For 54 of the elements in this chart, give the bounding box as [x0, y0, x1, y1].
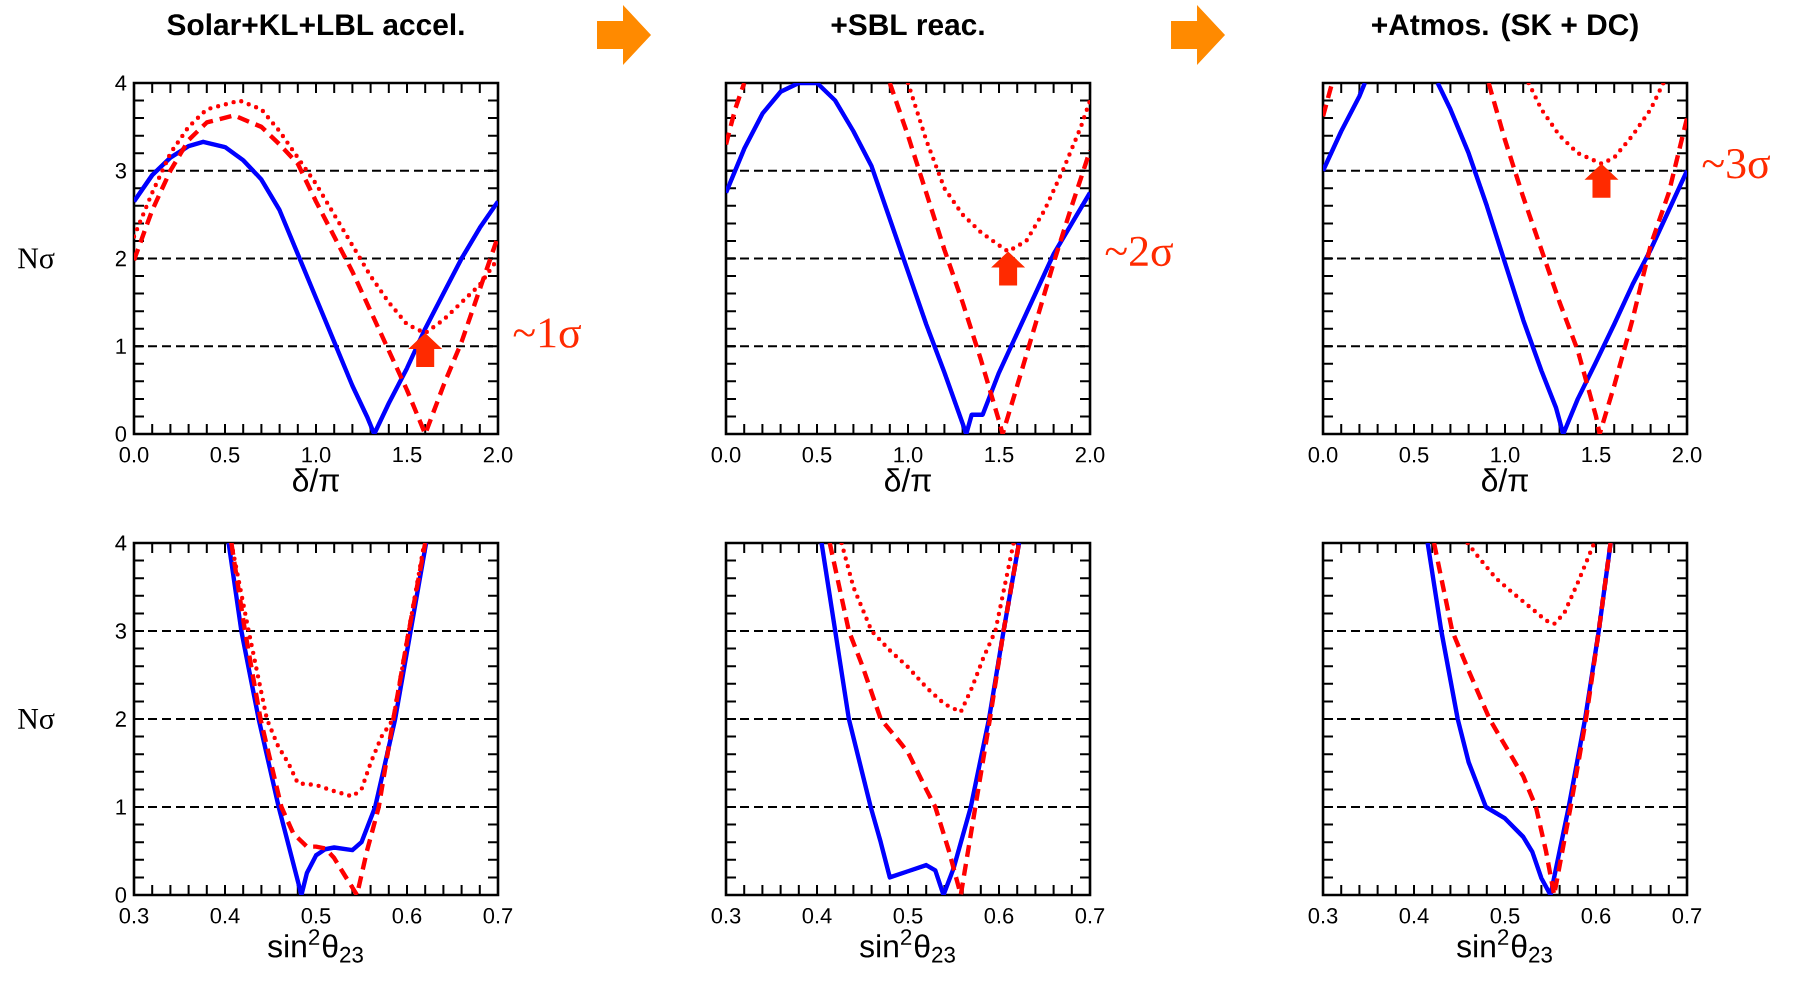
- x-tick-label: 0.3: [711, 908, 741, 924]
- annotation: ~1σ: [513, 318, 581, 348]
- x-tick-label: 0.6: [1581, 908, 1611, 924]
- y-axis-title: Nσ: [18, 248, 55, 269]
- x-tick-label: 0.0: [1308, 447, 1338, 463]
- y-axis-title: Nσ: [18, 709, 55, 729]
- x-tick-label: 1.5: [1582, 447, 1611, 463]
- y-tick-label: 1: [116, 338, 126, 354]
- x-tick-label: 0.4: [1399, 908, 1429, 924]
- x-tick-label: 0.0: [119, 447, 149, 463]
- x-tick-label: 0.5: [301, 908, 331, 924]
- x-tick-label: 0.3: [119, 908, 149, 924]
- x-tick-label: 0.6: [392, 908, 422, 924]
- x-axis-title: δ/π: [293, 468, 339, 492]
- x-axis-title: sin$^{2}$θ$_{23}$: [1457, 929, 1552, 963]
- chart-title: +SBL reac.: [831, 14, 984, 36]
- y-tick-label: 4: [115, 75, 127, 91]
- x-tick-label: 0.5: [1399, 447, 1429, 463]
- x-tick-label: 1.5: [393, 447, 422, 463]
- x-tick-label: 0.5: [210, 447, 240, 463]
- x-tick-label: 0.6: [984, 908, 1014, 924]
- y-tick-label: 3: [115, 163, 126, 179]
- x-tick-label: 1.0: [894, 447, 923, 463]
- x-tick-label: 0.7: [483, 908, 513, 924]
- x-axis-title: sin$^{2}$θ$_{23}$: [860, 929, 955, 963]
- x-tick-label: 0.5: [802, 447, 832, 463]
- chart-title: +Atmos. (SK + DC): [1372, 13, 1638, 42]
- x-tick-label: 0.3: [1308, 908, 1338, 924]
- x-tick-label: 1.0: [302, 447, 331, 463]
- y-tick-label: 3: [115, 623, 126, 639]
- x-tick-label: 0.5: [893, 908, 923, 924]
- annotation: ~3σ: [1702, 148, 1771, 179]
- y-tick-label: 2: [115, 711, 126, 727]
- x-tick-label: 2.0: [1672, 447, 1702, 463]
- y-tick-label: 4: [115, 535, 127, 551]
- y-tick-label: 1: [116, 799, 126, 815]
- x-tick-label: 0.4: [802, 908, 832, 924]
- x-axis-title: δ/π: [1482, 468, 1528, 492]
- x-tick-label: 2.0: [483, 447, 513, 463]
- x-axis-title: sin$^{2}$θ$_{23}$: [268, 929, 363, 963]
- x-tick-label: 2.0: [1075, 447, 1105, 463]
- x-tick-label: 1.0: [1491, 447, 1520, 463]
- y-tick-label: 0: [115, 887, 127, 903]
- x-axis-title: δ/π: [885, 468, 931, 492]
- x-tick-label: 0.7: [1672, 908, 1702, 924]
- x-tick-label: 1.5: [985, 447, 1014, 463]
- x-tick-label: 0.4: [210, 908, 240, 924]
- annotation: ~2σ: [1105, 236, 1174, 267]
- x-tick-label: 0.7: [1075, 908, 1105, 924]
- x-tick-label: 0.0: [711, 447, 741, 463]
- y-tick-label: 2: [115, 250, 126, 267]
- chart-title: Solar+KL+LBL accel.: [167, 13, 464, 36]
- y-tick-label: 0: [115, 426, 127, 442]
- x-tick-label: 0.5: [1490, 908, 1520, 924]
